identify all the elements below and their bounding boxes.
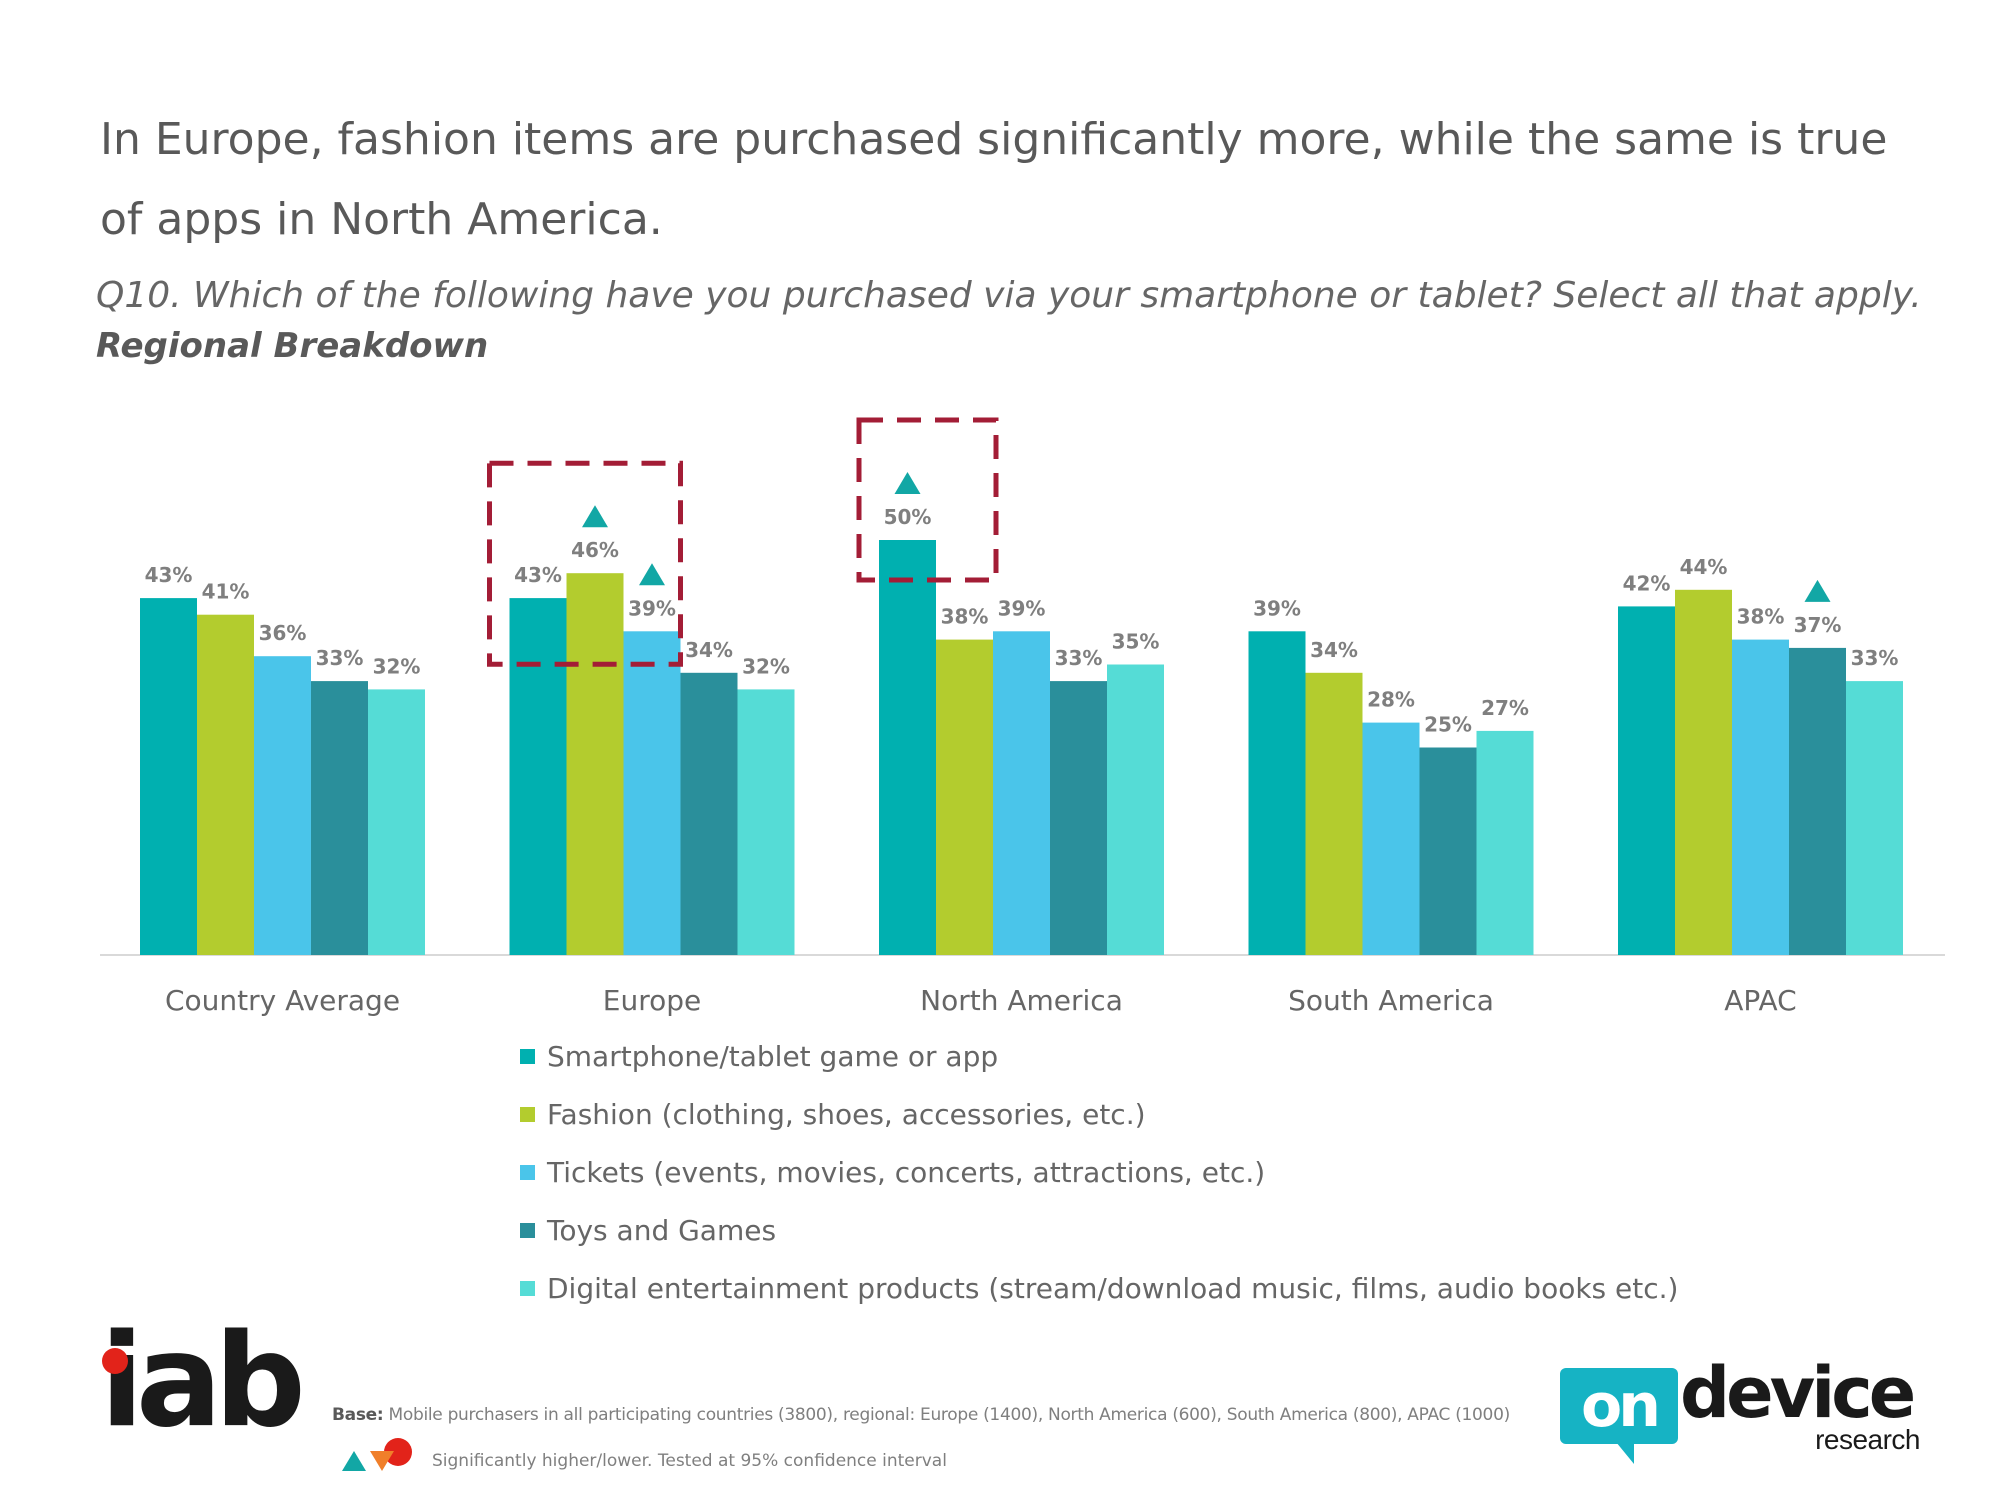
bar-north-america-fashion-clothing-shoes-a [936, 639, 993, 955]
iab-logo-dot-icon [102, 1348, 128, 1374]
significantly-higher-triangle-icon [582, 505, 608, 528]
bar-north-america-toys-and-games [1050, 681, 1107, 955]
page-title: In Europe, fashion items are purchased s… [100, 114, 1888, 245]
legend-swatch [520, 1106, 535, 1122]
data-label: 43% [145, 563, 193, 587]
bar-south-america-digital-entertainment-pr [1476, 730, 1534, 955]
bar-europe-digital-entertainment-pr [737, 689, 795, 955]
bar-south-america-smartphone-tablet-game-o [1248, 631, 1306, 955]
data-label: 33% [1055, 646, 1103, 670]
legend-item: Smartphone/tablet game or app [520, 1027, 1678, 1085]
bar-north-america-tickets-events-movies-co [993, 631, 1050, 955]
legend-item: Tickets (events, movies, concerts, attra… [520, 1143, 1678, 1201]
speech-bubble-tail-icon [1616, 1442, 1634, 1464]
data-label: 34% [685, 638, 733, 662]
bar-country-average-digital-entertainment-pr [368, 689, 425, 955]
legend-swatch [520, 1280, 535, 1296]
question-subtitle: Q10. Which of the following have you pur… [96, 275, 1922, 316]
data-label: 50% [884, 505, 932, 529]
iab-logo: iab [100, 1318, 412, 1470]
ondevice-logo-on: on [1560, 1368, 1678, 1444]
significantly-higher-triangle-icon [1804, 579, 1831, 602]
highlight-box-north-america [856, 417, 999, 583]
category-label: Europe [603, 984, 701, 1017]
legend-label: Fashion (clothing, shoes, accessories, e… [547, 1097, 1146, 1131]
bar-north-america-digital-entertainment-pr [1107, 664, 1164, 955]
legend-item: Fashion (clothing, shoes, accessories, e… [520, 1085, 1678, 1143]
data-label: 39% [628, 596, 676, 620]
data-label: 39% [1253, 596, 1301, 620]
bar-country-average-fashion-clothing-shoes-a [197, 614, 254, 955]
bar-apac-tickets-events-movies-co [1732, 639, 1789, 955]
category-label: APAC [1724, 984, 1796, 1017]
data-label: 46% [571, 538, 619, 562]
bar-south-america-tickets-events-movies-co [1362, 722, 1420, 955]
bar-apac-digital-entertainment-pr [1846, 681, 1903, 955]
bar-north-america-smartphone-tablet-game-o [879, 540, 936, 955]
legend-label: Smartphone/tablet game or app [547, 1039, 999, 1073]
data-label: 25% [1424, 713, 1472, 737]
data-label: 33% [1851, 646, 1899, 670]
legend-label: Digital entertainment products (stream/d… [547, 1271, 1679, 1305]
data-label: 41% [202, 580, 250, 604]
data-label: 44% [1680, 555, 1728, 579]
legend-item: Toys and Games [520, 1201, 1678, 1259]
bar-country-average-tickets-events-movies-co [254, 656, 311, 955]
bar-europe-fashion-clothing-shoes-a [566, 573, 624, 955]
data-label: 43% [514, 563, 562, 587]
bar-chart: 43% 41% 36% 33% 32% Country Average 43% 46% 39% 3… [100, 417, 1945, 1017]
legend-swatch [520, 1222, 535, 1238]
significantly-higher-triangle-icon [894, 472, 921, 494]
data-label: 27% [1481, 696, 1529, 720]
category-label: Country Average [165, 984, 400, 1017]
ondevice-logo-device: device [1680, 1352, 1916, 1434]
data-label: 37% [1794, 613, 1842, 637]
highlight-box-europe [487, 460, 683, 667]
bar-europe-smartphone-tablet-game-o [509, 598, 567, 955]
bar-apac-fashion-clothing-shoes-a [1675, 589, 1732, 955]
ondevice-logo-research: research [1815, 1424, 1920, 1455]
legend-label: Toys and Games [547, 1213, 777, 1247]
category-label: South America [1288, 984, 1494, 1017]
significance-text: Significantly higher/lower. Tested at 95… [432, 1451, 947, 1471]
data-label: 39% [998, 596, 1046, 620]
legend-item: Digital entertainment products (stream/d… [520, 1259, 1678, 1317]
bar-apac-toys-and-games [1789, 647, 1846, 955]
iab-logo-text: iab [100, 1307, 306, 1456]
legend-label: Tickets (events, movies, concerts, attra… [547, 1155, 1266, 1189]
up-down-triangle-icon [342, 1451, 394, 1471]
bar-apac-smartphone-tablet-game-o [1618, 606, 1675, 955]
bar-europe-toys-and-games [680, 672, 738, 955]
legend-swatch [520, 1048, 535, 1064]
breakdown-subtitle: Regional Breakdown [96, 326, 489, 366]
data-label: 28% [1367, 688, 1415, 712]
ondevice-research-logo: on device research [1560, 1358, 1920, 1472]
bar-country-average-smartphone-tablet-game-o [140, 598, 197, 955]
data-label: 32% [373, 654, 421, 678]
bar-europe-tickets-events-movies-co [623, 631, 681, 955]
legend-swatch [520, 1164, 535, 1180]
data-label: 33% [316, 646, 364, 670]
bar-country-average-toys-and-games [311, 681, 368, 955]
data-label: 32% [742, 654, 790, 678]
bar-south-america-fashion-clothing-shoes-a [1305, 672, 1363, 955]
base-note: Base: Mobile purchasers in all participa… [332, 1405, 1510, 1425]
significance-note: Significantly higher/lower. Tested at 95… [340, 1447, 1000, 1477]
data-label: 38% [1737, 605, 1785, 629]
significantly-higher-triangle-icon [639, 563, 665, 586]
bar-south-america-toys-and-games [1419, 747, 1477, 955]
base-text: Mobile purchasers in all participating c… [388, 1405, 1511, 1425]
data-label: 34% [1310, 638, 1358, 662]
base-label: Base: [332, 1405, 384, 1425]
data-label: 42% [1623, 571, 1671, 595]
category-label: North America [920, 984, 1123, 1017]
chart-legend: Smartphone/tablet game or app Fashion (cl… [520, 1027, 1678, 1317]
data-label: 38% [941, 605, 989, 629]
data-label: 35% [1112, 630, 1160, 654]
data-label: 36% [259, 621, 307, 645]
